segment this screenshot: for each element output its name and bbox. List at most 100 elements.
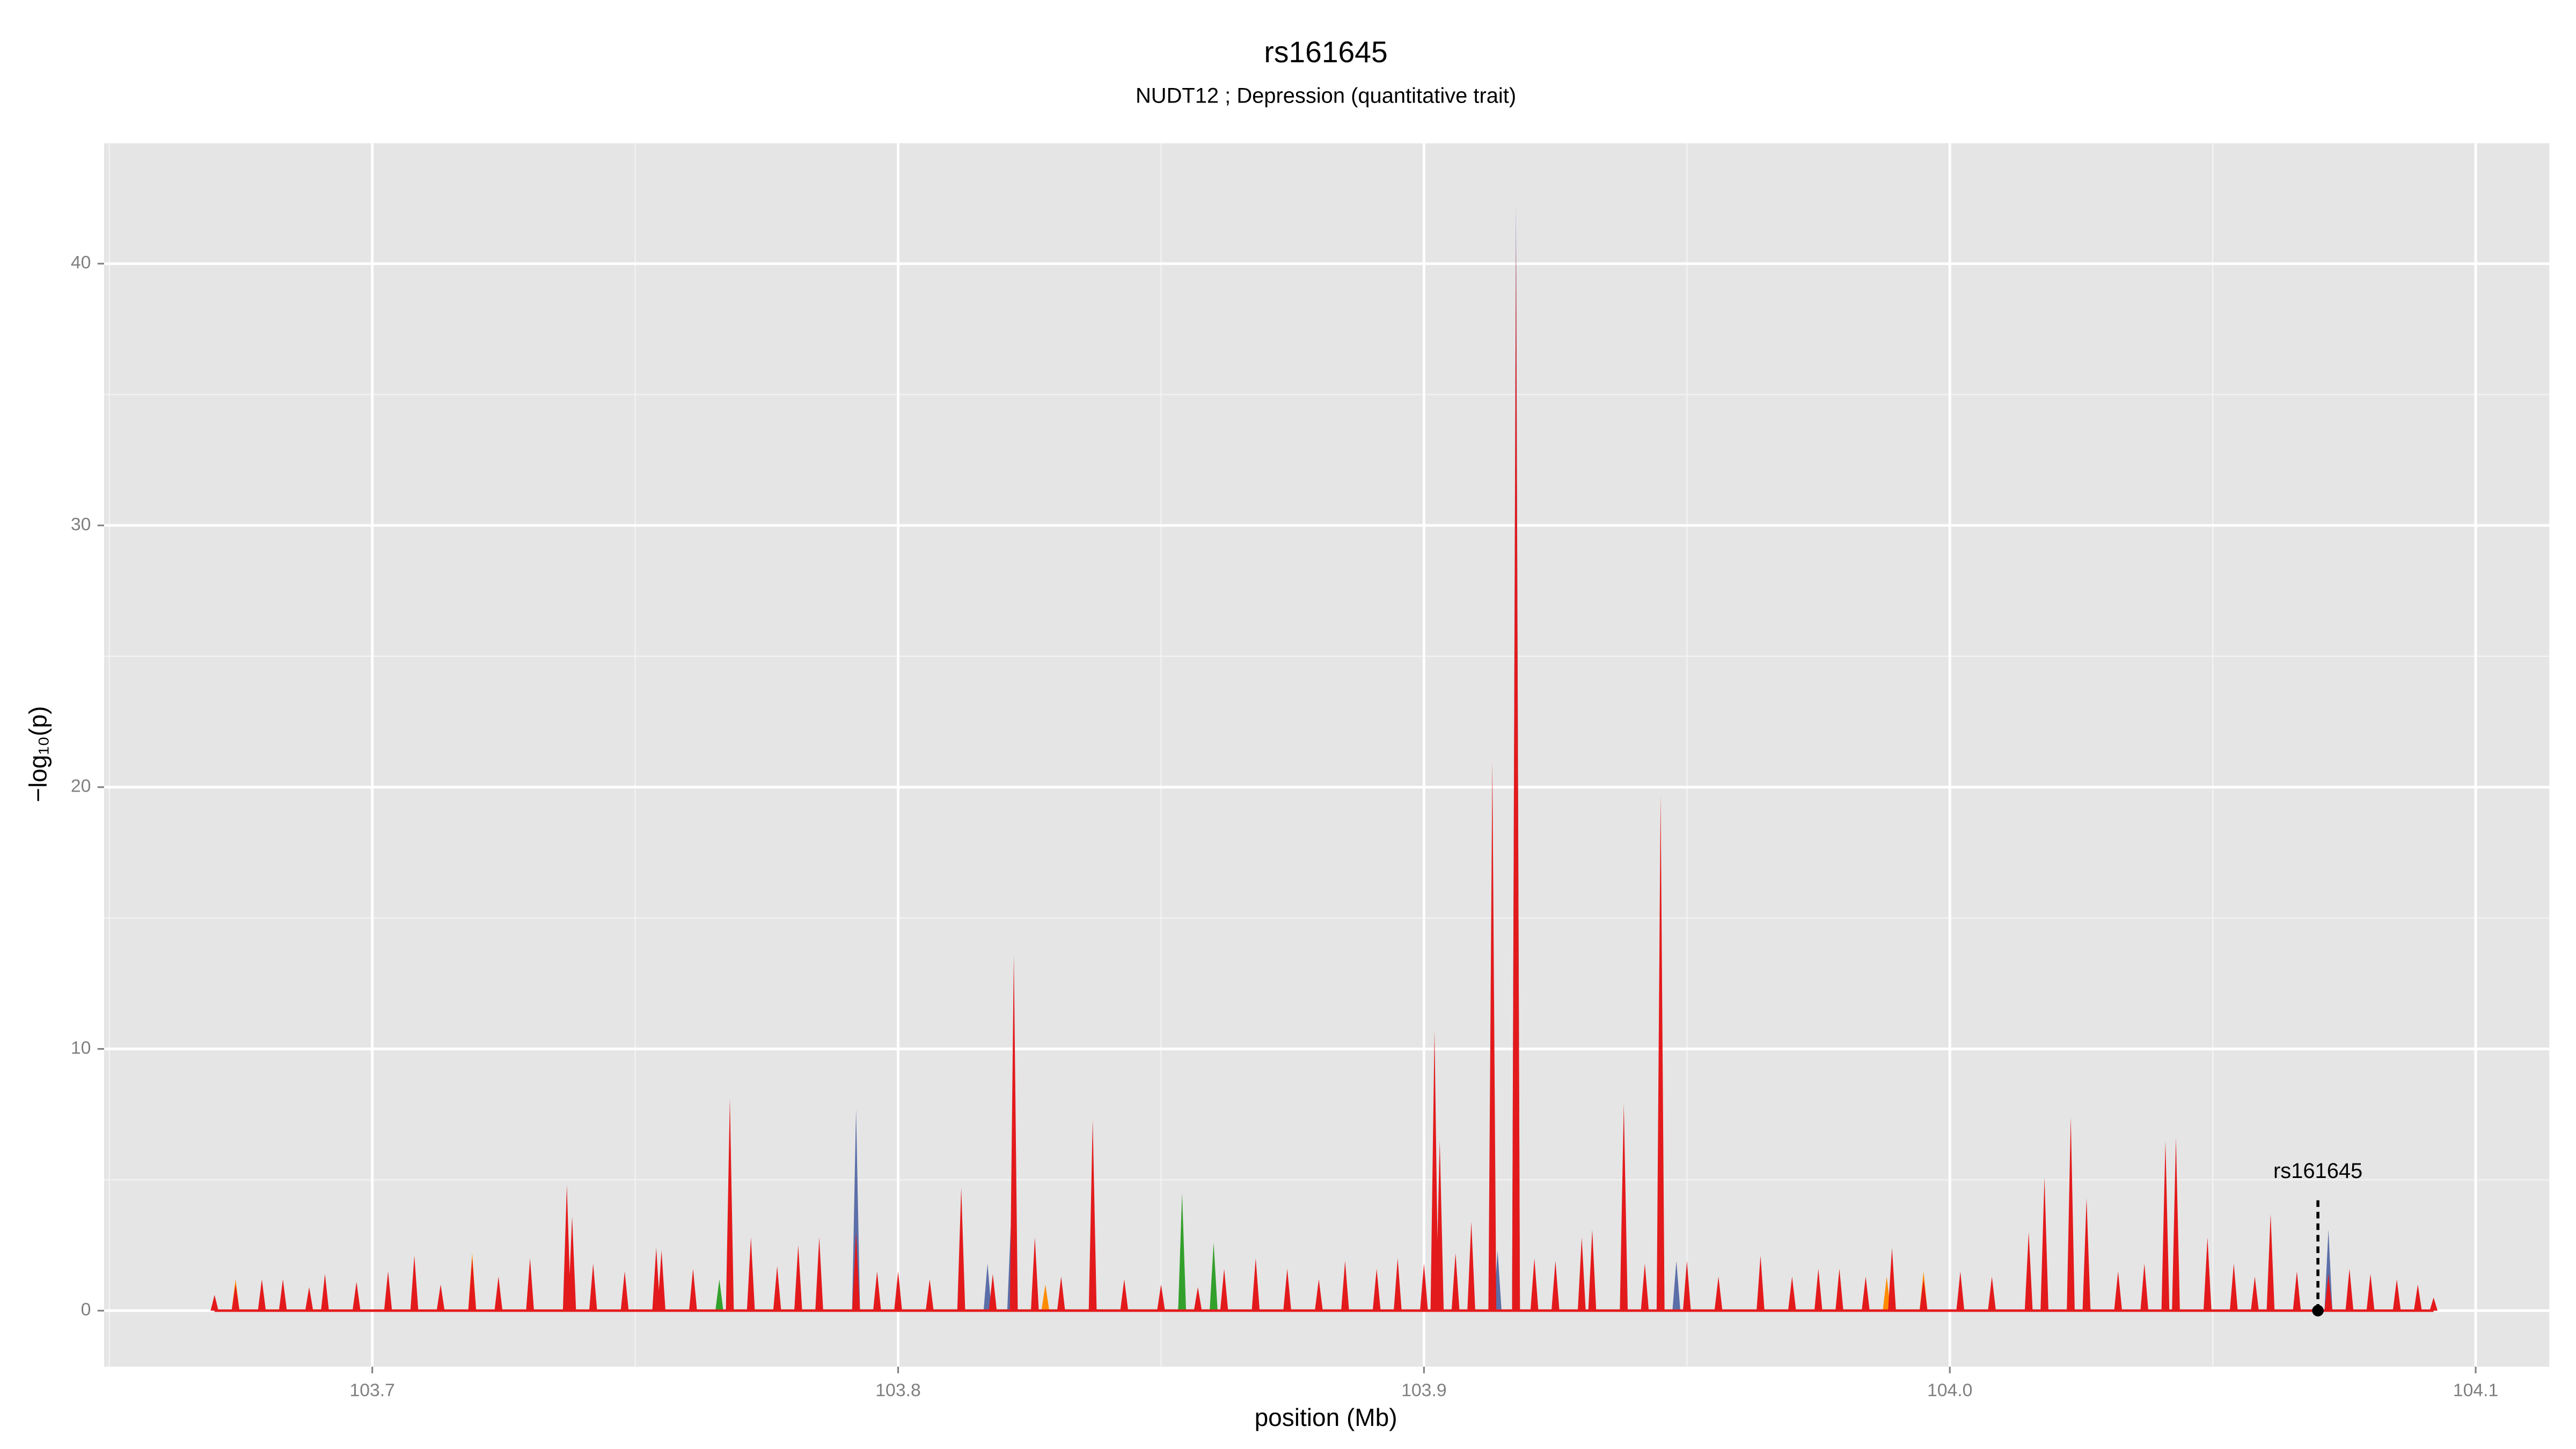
spike	[1757, 1255, 1765, 1311]
spike	[2413, 1284, 2422, 1311]
spike	[1814, 1269, 1823, 1311]
spike	[526, 1258, 535, 1311]
spike	[1009, 954, 1018, 1311]
spike	[925, 1279, 934, 1311]
spike	[1420, 1263, 1428, 1311]
spike	[1030, 1237, 1039, 1311]
spike	[2114, 1271, 2123, 1311]
spike	[2392, 1279, 2401, 1311]
spike	[794, 1245, 802, 1311]
spike	[410, 1255, 419, 1311]
chart-title: rs161645	[1264, 35, 1387, 69]
spike	[1178, 1192, 1187, 1311]
spike	[852, 1232, 860, 1311]
spike	[589, 1263, 597, 1311]
spike	[2172, 1138, 2180, 1311]
spike	[726, 1099, 734, 1311]
x-tick-label: 103.8	[875, 1380, 920, 1401]
spike	[1888, 1248, 1896, 1311]
y-tick-label: 30	[71, 514, 91, 535]
spike	[1120, 1279, 1129, 1311]
spike	[258, 1279, 266, 1311]
spike	[1283, 1269, 1291, 1311]
spike	[1436, 1140, 1444, 1311]
spike	[773, 1266, 781, 1311]
spike	[1467, 1221, 1475, 1311]
spike	[620, 1271, 629, 1311]
x-tick-label: 103.7	[349, 1380, 394, 1401]
spike	[1577, 1237, 1586, 1311]
spike	[1341, 1261, 1349, 1311]
spike	[852, 1109, 860, 1311]
spike	[1682, 1261, 1691, 1311]
spike	[1488, 760, 1497, 1311]
spike	[715, 1279, 723, 1311]
spike	[989, 1274, 997, 1311]
spike	[2251, 1276, 2259, 1311]
spike	[2345, 1269, 2354, 1311]
spike	[657, 1250, 665, 1311]
spike	[1530, 1258, 1539, 1311]
spike	[2293, 1271, 2301, 1311]
x-tick-label: 104.0	[1927, 1380, 1972, 1401]
spike	[568, 1216, 576, 1311]
marks: rs161645	[210, 203, 2438, 1316]
spike	[384, 1271, 392, 1311]
spike	[1451, 1253, 1460, 1311]
plot-panel	[104, 143, 2550, 1367]
spike	[1220, 1269, 1228, 1311]
spike	[2040, 1177, 2048, 1311]
spike	[2324, 1230, 2333, 1311]
spike	[1919, 1279, 1928, 1311]
spike	[1588, 1230, 1597, 1311]
spike	[1057, 1276, 1065, 1311]
spike	[494, 1276, 503, 1311]
spike	[279, 1279, 287, 1311]
spike	[747, 1237, 755, 1311]
y-tick-label: 40	[71, 252, 91, 273]
spike	[1372, 1269, 1381, 1311]
annotation-point	[2312, 1305, 2324, 1316]
spike	[231, 1284, 240, 1311]
annotation-label: rs161645	[2273, 1159, 2362, 1183]
spike	[652, 1248, 661, 1311]
x-tick-label: 103.9	[1401, 1380, 1446, 1401]
spike	[1620, 1103, 1628, 1311]
spike	[1656, 795, 1665, 1311]
spike	[2429, 1297, 2438, 1311]
spike	[1788, 1276, 1796, 1311]
spike	[2067, 1117, 2075, 1311]
x-tick-label: 104.1	[2453, 1380, 2498, 1401]
spike	[1157, 1284, 1165, 1311]
spike	[873, 1271, 881, 1311]
chart-subtitle: NUDT12 ; Depression (quantitative trait)	[1136, 84, 1516, 108]
spike	[468, 1258, 477, 1311]
spike	[2266, 1213, 2275, 1311]
spike	[1394, 1258, 1402, 1311]
spike	[1315, 1279, 1323, 1311]
spike	[2229, 1263, 2238, 1311]
spike	[1210, 1242, 1218, 1311]
spike	[2324, 1274, 2333, 1311]
spike	[2140, 1263, 2149, 1311]
spike	[562, 1185, 571, 1311]
spike	[321, 1274, 329, 1311]
spike	[1088, 1119, 1097, 1311]
spike	[1988, 1276, 1996, 1311]
spike	[957, 1187, 965, 1311]
spike	[2161, 1140, 2170, 1311]
spike	[2024, 1232, 2033, 1311]
spike	[1512, 237, 1520, 1311]
spike	[436, 1284, 445, 1311]
y-tick-label: 10	[71, 1037, 91, 1058]
spike	[1672, 1261, 1681, 1311]
spike	[1551, 1261, 1560, 1311]
spike	[689, 1269, 697, 1311]
spike	[210, 1294, 219, 1311]
spike	[815, 1237, 823, 1311]
spike	[983, 1263, 992, 1311]
spike	[1862, 1276, 1870, 1311]
spike	[894, 1271, 902, 1311]
